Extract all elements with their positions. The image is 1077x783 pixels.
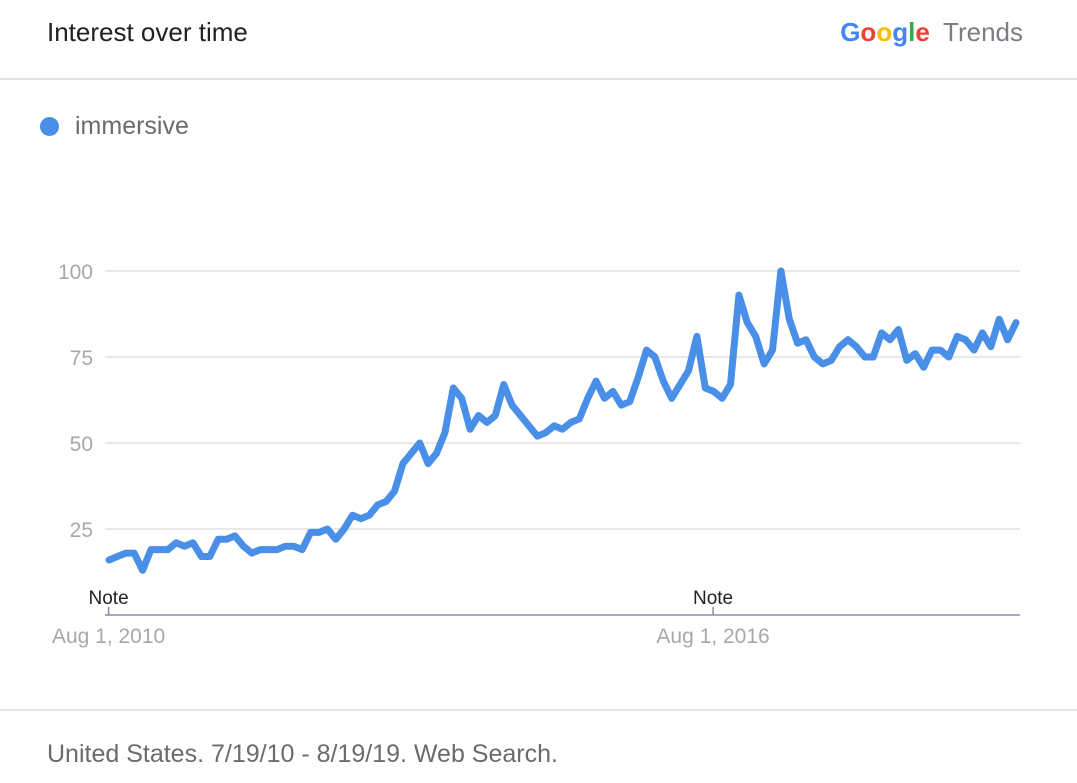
y-tick-label-100: 100: [58, 261, 93, 284]
y-tick-label-50: 50: [70, 433, 93, 456]
legend-label: immersive: [75, 112, 189, 140]
interest-line-chart[interactable]: 25 50 75 100 Aug 1, 2010 Aug 1, 2016 Note Note: [0, 0, 1077, 700]
trends-wordmark: Trends: [943, 17, 1023, 47]
note-annotation-0[interactable]: Note: [89, 588, 129, 609]
legend-dot-icon: [40, 117, 59, 136]
chart-legend[interactable]: immersive: [40, 112, 189, 141]
chart-header: Interest over time Google Trends: [0, 0, 1077, 80]
google-trends-logo: Google Trends: [840, 17, 1023, 48]
x-tick-label-1: Aug 1, 2016: [656, 625, 769, 648]
footer-divider: [0, 709, 1077, 711]
y-tick-label-75: 75: [70, 347, 93, 370]
y-tick-label-25: 25: [70, 519, 93, 542]
footer-caption: United States. 7/19/10 - 8/19/19. Web Se…: [47, 740, 558, 768]
note-annotation-1[interactable]: Note: [693, 588, 733, 609]
x-tick-label-0: Aug 1, 2010: [52, 625, 165, 648]
chart-title: Interest over time: [47, 17, 248, 47]
google-wordmark: Google: [840, 17, 930, 47]
series-line-0: [105, 267, 1020, 574]
